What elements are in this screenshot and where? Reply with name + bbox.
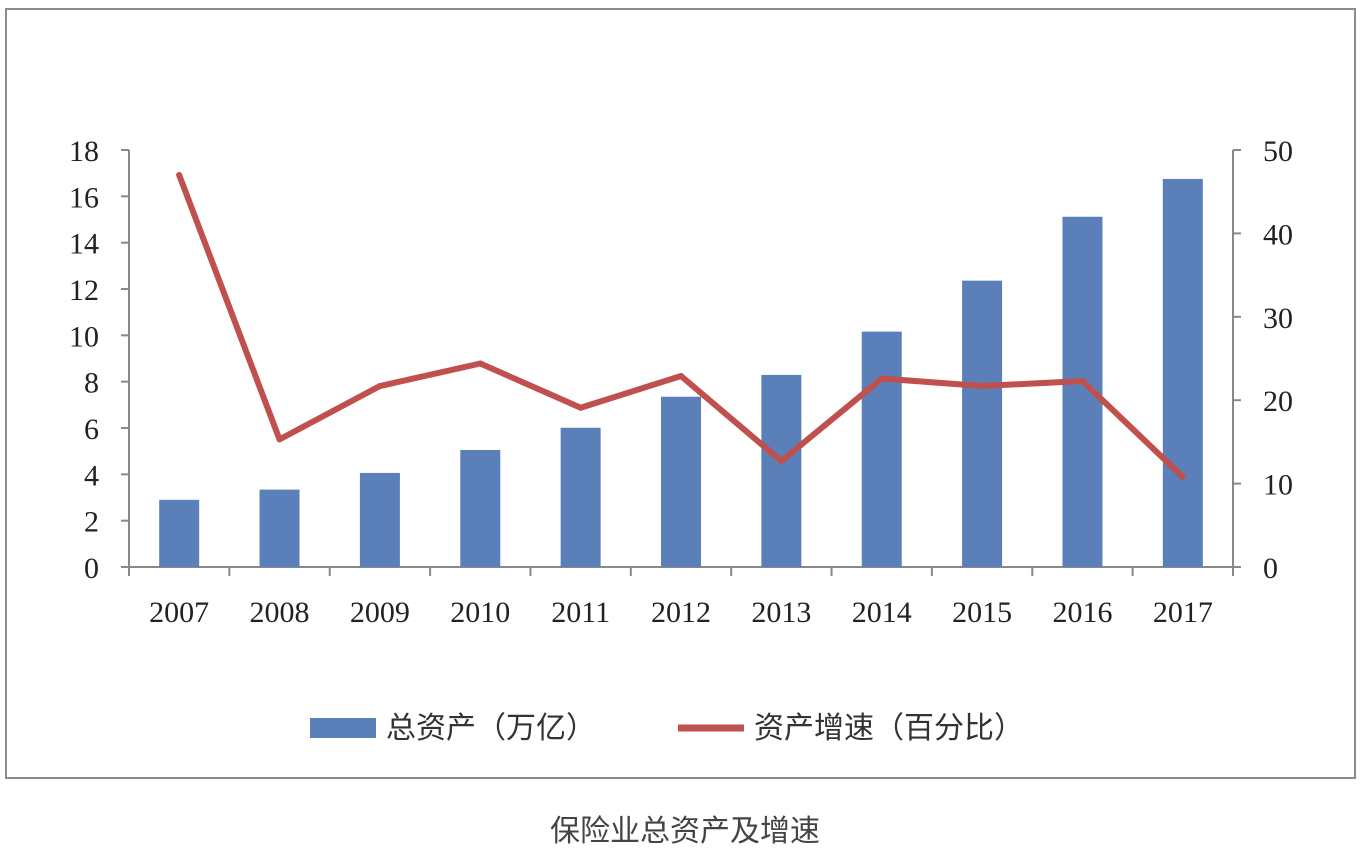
x-axis-tick-label: 2014	[852, 596, 912, 629]
chart-caption: 保险业总资产及增速	[550, 814, 820, 849]
x-axis-tick-label: 2017	[1153, 596, 1213, 629]
left-axis-tick-label: 8	[84, 367, 99, 400]
bar	[359, 472, 400, 567]
left-axis-tick-label: 4	[84, 459, 99, 492]
line-point	[1079, 378, 1086, 385]
line-point	[376, 383, 383, 390]
bar	[661, 396, 701, 567]
line-point	[979, 383, 986, 390]
left-axis-tick-label: 14	[69, 228, 99, 261]
line-point	[878, 375, 885, 382]
bar	[159, 499, 200, 567]
left-axis-tick-label: 6	[84, 413, 99, 446]
left-axis-tick-label: 18	[69, 135, 99, 168]
bar	[460, 450, 501, 567]
right-axis-tick-label: 20	[1263, 385, 1293, 418]
left-axis-tick-label: 0	[84, 552, 99, 585]
left-axis-tick-label: 2	[84, 506, 99, 539]
legend-label-line: 资产增速（百分比）	[754, 711, 1024, 746]
left-axis-tick-label: 16	[69, 181, 99, 214]
x-axis-tick-label: 2016	[1052, 596, 1112, 629]
right-axis-tick-label: 0	[1263, 552, 1278, 585]
line-point	[176, 172, 183, 179]
combo-chart: 0 2 4 6 8 10 12 14 16 18 0 10 20 30 40 50 2007 2008 2009 20…	[69, 135, 1293, 746]
x-axis-tick-label: 2008	[250, 596, 310, 629]
line-point	[477, 360, 484, 367]
line-point	[276, 436, 283, 443]
bar	[560, 427, 601, 567]
bar	[962, 280, 1003, 567]
legend: 总资产（万亿） 资产增速（百分比）	[310, 711, 1024, 746]
left-axis-tick-label: 12	[69, 274, 99, 307]
x-axis-tick-label: 2011	[551, 596, 610, 629]
chart-frame	[5, 8, 1356, 779]
x-axis-tick-label: 2007	[149, 596, 209, 629]
x-axis-tick-label: 2009	[350, 596, 410, 629]
bar	[861, 331, 902, 567]
x-axis-tick-label: 2013	[751, 596, 811, 629]
right-axis-tick-label: 10	[1263, 469, 1293, 502]
x-axis-tick-label: 2012	[651, 596, 711, 629]
bar-series	[159, 178, 1203, 568]
right-axis-tick-label: 40	[1263, 218, 1293, 251]
bar	[259, 489, 300, 567]
axes: 0 2 4 6 8 10 12 14 16 18 0 10 20 30 40 50 2007 2008 2009 20…	[69, 135, 1293, 629]
line-point	[1179, 473, 1186, 480]
line-point	[778, 458, 785, 465]
bar	[1162, 178, 1203, 568]
legend-label-bar: 总资产（万亿）	[386, 711, 596, 746]
line-point	[678, 373, 684, 380]
right-axis-tick-label: 50	[1263, 135, 1293, 168]
x-axis-tick-label: 2015	[952, 596, 1012, 629]
bar	[761, 374, 802, 567]
legend-swatch-bar	[310, 718, 376, 738]
line-series	[176, 172, 1186, 480]
x-axis-tick-label: 2010	[450, 596, 510, 629]
line-point	[577, 404, 584, 411]
left-axis-tick-label: 10	[69, 320, 99, 353]
right-axis-tick-label: 30	[1263, 302, 1293, 335]
